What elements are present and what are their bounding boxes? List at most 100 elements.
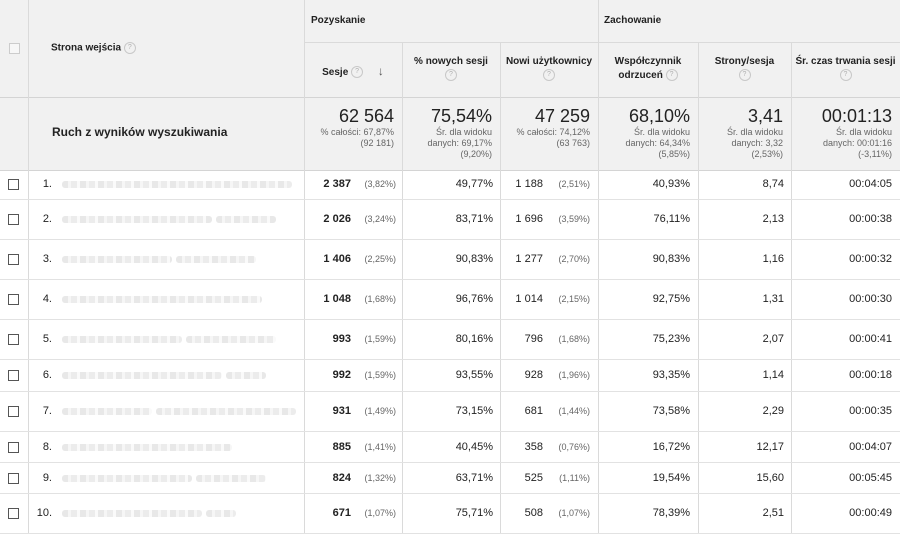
total-duration: 00:01:13 Śr. dla widoku danych: 00:01:16 (-… [791, 106, 892, 160]
entry-page-link[interactable] [62, 408, 298, 415]
sessions-share: (3,24%) [364, 214, 396, 224]
redacted-text [226, 372, 266, 379]
help-icon[interactable]: ? [543, 69, 555, 82]
entry-page-link[interactable] [62, 256, 298, 263]
help-icon[interactable]: ? [351, 66, 364, 79]
new-users-share: (1,44%) [558, 406, 590, 416]
new-sessions-value: 73,15% [455, 405, 493, 417]
total-value: 68,10% [628, 106, 690, 126]
entry-page-link[interactable] [62, 443, 298, 451]
table-row[interactable]: 4. 1 048 (1,68%) 96,76% 1 014 (2,15%) 92… [0, 280, 900, 320]
column-new-users-header[interactable]: Nowi użytkownicy ? [500, 55, 598, 83]
column-bounce-label: Współczynnik odrzuceń [614, 56, 682, 81]
row-checkbox[interactable] [8, 508, 19, 519]
row-index: 1. [42, 178, 52, 190]
new-users-cell: 796 (1,68%) [500, 333, 590, 345]
total-value: 75,54% [430, 106, 492, 126]
new-users-value: 796 [524, 333, 543, 345]
table-row[interactable]: 10. 671 (1,07%) 75,71% 508 (1,07%) 78,39… [0, 494, 900, 534]
row-checkbox[interactable] [8, 214, 19, 225]
new-sessions-value: 49,77% [455, 178, 493, 190]
column-pages-label: Strony/sesja [714, 56, 775, 67]
row-index: 6. [42, 369, 52, 381]
help-icon[interactable]: ? [123, 42, 136, 54]
pages-value: 2,07 [762, 333, 784, 345]
total-bounce: 68,10% Śr. dla widoku danych: 64,34% (5,85%… [598, 106, 690, 160]
sessions-value: 1 048 [323, 293, 351, 305]
new-sessions-value: 80,16% [455, 333, 493, 345]
column-bounce-header[interactable]: Współczynnik odrzuceń ? [606, 55, 690, 83]
row-checkbox[interactable] [8, 472, 19, 484]
column-sessions-header[interactable]: Sesje ? ↓ [304, 64, 402, 80]
row-checkbox[interactable] [8, 294, 19, 305]
table-row[interactable]: 1. 2 387 (3,82%) 49,77% 1 188 (2,51%) 40… [0, 170, 900, 200]
sessions-cell: 885 (1,41%) [304, 441, 396, 453]
table-row[interactable]: 3. 1 406 (2,25%) 90,83% 1 277 (2,70%) 90… [0, 240, 900, 280]
entry-page-link[interactable] [62, 296, 298, 303]
table-row[interactable]: 5. 993 (1,59%) 80,16% 796 (1,68%) 75,23%… [0, 320, 900, 360]
sort-desc-icon[interactable]: ↓ [377, 64, 384, 78]
row-index: 8. [42, 440, 52, 453]
new-users-value: 1 188 [515, 178, 543, 190]
redacted-text [62, 296, 262, 303]
bounce-value: 78,39% [652, 507, 690, 519]
entry-page-link[interactable] [62, 216, 298, 223]
pages-value: 2,13 [762, 213, 784, 225]
duration-value: 00:00:18 [849, 369, 892, 381]
table-row[interactable]: 9. 824 (1,32%) 63,71% 525 (1,11%) 19,54%… [0, 463, 900, 494]
new-sessions-value: 93,55% [455, 369, 493, 381]
bounce-value: 19,54% [652, 471, 690, 484]
total-note: danych: 64,34% [625, 138, 690, 148]
entry-page-link[interactable] [62, 474, 298, 482]
help-icon[interactable]: ? [839, 69, 852, 82]
duration-value: 00:04:07 [849, 440, 892, 453]
sessions-cell: 931 (1,49%) [304, 405, 396, 417]
column-new-sessions-header[interactable]: % nowych sesji ? [402, 55, 500, 83]
new-users-share: (2,15%) [558, 294, 590, 304]
sessions-cell: 993 (1,59%) [304, 333, 396, 345]
redacted-text [216, 216, 276, 223]
duration-value: 00:05:45 [849, 471, 892, 484]
new-users-cell: 358 (0,76%) [500, 441, 590, 453]
group-behavior: Zachowanie [604, 15, 662, 26]
row-checkbox[interactable] [8, 254, 19, 265]
sessions-share: (1,41%) [364, 441, 396, 452]
pages-value: 1,14 [762, 369, 784, 381]
row-checkbox[interactable] [8, 441, 19, 453]
row-checkbox[interactable] [8, 370, 19, 381]
column-pages-header[interactable]: Strony/sesja ? [698, 55, 791, 83]
sessions-value: 824 [332, 471, 351, 484]
entry-page-link[interactable] [62, 372, 298, 379]
new-users-value: 1 014 [515, 293, 543, 305]
new-users-value: 1 277 [515, 253, 543, 265]
column-duration-header[interactable]: Śr. czas trwania sesji ? [791, 55, 900, 83]
entry-page-link[interactable] [62, 510, 298, 517]
table-row[interactable]: 6. 992 (1,59%) 93,55% 928 (1,96%) 93,35%… [0, 360, 900, 392]
group-acquisition: Pozyskanie [311, 15, 366, 26]
total-note: Śr. dla widoku [835, 127, 892, 137]
row-checkbox[interactable] [8, 179, 19, 190]
table-row[interactable]: 7. 931 (1,49%) 73,15% 681 (1,44%) 73,58%… [0, 392, 900, 432]
row-index: 10. [36, 507, 52, 519]
row-checkbox[interactable] [8, 406, 19, 417]
table-row[interactable]: 2. 2 026 (3,24%) 83,71% 1 696 (3,59%) 76… [0, 200, 900, 240]
entry-page-header[interactable]: Strona wejścia ? [51, 42, 136, 54]
new-users-cell: 1 696 (3,59%) [500, 213, 590, 225]
help-icon[interactable]: ? [445, 69, 457, 82]
help-icon[interactable]: ? [665, 69, 678, 82]
duration-value: 00:00:49 [849, 507, 892, 519]
table-row[interactable]: 8. 885 (1,41%) 40,45% 358 (0,76%) 16,72%… [0, 432, 900, 463]
total-note: Śr. dla widoku [726, 127, 783, 137]
entry-page-link[interactable] [62, 181, 298, 188]
total-note: Śr. dla widoku [435, 127, 492, 137]
entry-page-link[interactable] [62, 336, 298, 343]
row-checkbox[interactable] [8, 334, 19, 345]
help-icon[interactable]: ? [738, 69, 751, 82]
new-users-value: 1 696 [515, 213, 543, 225]
sessions-value: 2 387 [323, 178, 351, 190]
sessions-cell: 1 048 (1,68%) [304, 293, 396, 305]
redacted-text [62, 510, 202, 517]
new-sessions-value: 90,83% [455, 253, 493, 265]
total-note: danych: 69,17% [427, 138, 492, 148]
select-all-checkbox [9, 43, 20, 54]
